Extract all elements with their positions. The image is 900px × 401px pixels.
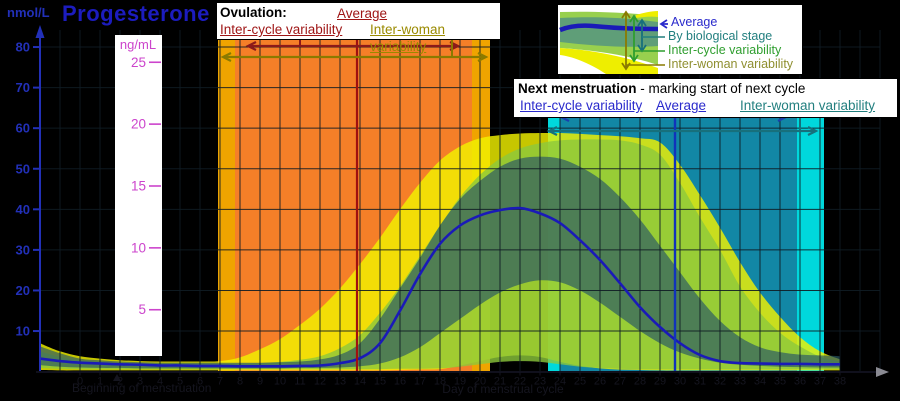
legend-mini-chart — [559, 10, 668, 74]
menstruation-average-label: Average — [656, 98, 707, 113]
x-tick-label: 15 — [374, 376, 386, 388]
legend-inter-cycle-arrow — [629, 14, 639, 63]
x-tick-label: 12 — [314, 376, 326, 388]
ng-axis-unit-label: ng/mL — [120, 37, 156, 52]
x-tick-label: 8 — [237, 376, 243, 388]
legend-average-label: Average — [671, 15, 718, 29]
ng-tick-label: 20 — [131, 117, 146, 132]
y-tick-label: 60 — [16, 121, 30, 136]
x-axis-title: Day of menstrual cycle — [442, 382, 564, 396]
x-tick-label: 26 — [594, 376, 606, 388]
x-tick-label: 4 — [157, 376, 163, 388]
x-tick-label: 13 — [334, 376, 346, 388]
y-tick-label: 20 — [16, 283, 30, 298]
next-menstruation-subtitle: - marking start of next cycle — [636, 81, 806, 96]
x-tick-label: 29 — [654, 376, 666, 388]
x-tick-label: 11 — [294, 376, 305, 388]
x-tick-label: 0 — [77, 376, 83, 388]
menstruation-start-arrow-icon — [113, 374, 121, 381]
legend-stage-label: By biological stage — [668, 29, 773, 43]
x-tick-label: 18 — [434, 376, 446, 388]
legend-inter-cycle-label: Inter-cycle variability — [668, 43, 782, 57]
ng-tick-label: 25 — [131, 55, 146, 70]
x-tick-label: 33 — [734, 376, 746, 388]
y-tick-label: 30 — [16, 242, 30, 257]
menstruation-inter-woman-label: Inter-woman variability — [740, 98, 876, 113]
x-tick-label: 20 — [474, 376, 486, 388]
menstruation-inter-cycle-label: Inter-cycle variability — [520, 98, 643, 113]
y-tick-label: 80 — [16, 40, 30, 55]
next-menstruation-title: Next menstruation — [518, 81, 637, 96]
x-tick-label: 2 — [117, 376, 123, 388]
x-tick-label: 38 — [834, 376, 846, 388]
y-axis-unit-label: nmol/L — [7, 5, 50, 20]
ovulation-annotation-box: Ovulation: Average Inter-cycle variabili… — [216, 2, 501, 54]
x-axis-arrow-icon — [876, 367, 889, 377]
x-tick-label: 23 — [534, 376, 546, 388]
x-tick-label: 30 — [674, 376, 686, 388]
x-tick-label: 21 — [494, 376, 506, 388]
legend-average-arrow-icon — [659, 19, 668, 29]
x-tick-label: 24 — [554, 376, 566, 388]
ovulation-average-label: Average — [337, 6, 388, 21]
x-tick-label: 5 — [177, 376, 183, 388]
y-tick-label: 50 — [16, 161, 30, 176]
y-tick-label: 70 — [16, 80, 30, 95]
legend-average-line — [559, 23, 659, 33]
y-tick-label: 40 — [16, 202, 30, 217]
x-axis-start-label: Beginning of menstruation — [72, 381, 212, 395]
x-tick-label: 9 — [257, 376, 263, 388]
x-tick-label: 22 — [514, 376, 526, 388]
ng-tick-label: 15 — [131, 178, 146, 193]
x-tick-label: 28 — [634, 376, 646, 388]
legend-inter-woman-band — [560, 48, 658, 74]
legend-inter-woman-label: Inter-woman variability — [668, 57, 794, 71]
x-tick-label: 6 — [197, 376, 203, 388]
x-tick-label: 36 — [794, 376, 806, 388]
x-tick-label: 35 — [774, 376, 786, 388]
legend-box: Average By biological stage Inter-cycle … — [557, 4, 803, 75]
x-tick-label: 19 — [454, 376, 466, 388]
x-tick-label: 25 — [574, 376, 586, 388]
x-tick-label: 34 — [754, 376, 766, 388]
x-tick-label: 10 — [274, 376, 286, 388]
x-tick-label: 27 — [614, 376, 626, 388]
x-tick-label: 31 — [694, 376, 706, 388]
x-tick-label: 7 — [217, 376, 223, 388]
x-tick-label: 32 — [714, 376, 726, 388]
ng-tick-label: 10 — [131, 240, 146, 255]
page-title: Progesterone — [62, 1, 210, 26]
x-tick-label: 16 — [394, 376, 406, 388]
x-tick-label: 37 — [814, 376, 826, 388]
y-axis-arrow-icon — [35, 25, 45, 38]
ng-scale-box — [115, 35, 162, 356]
next-menstruation-annotation-box: Next menstruation - marking start of nex… — [513, 78, 898, 118]
x-tick-label: 3 — [137, 376, 143, 388]
x-tick-label: 1 — [97, 376, 103, 388]
ovulation-inter-woman-label: Inter-woman variability — [370, 22, 446, 54]
average-progesterone-curve — [39, 206, 841, 368]
y-tick-label: 10 — [16, 324, 30, 339]
ovulation-inter-cycle-label: Inter-cycle variability — [220, 22, 343, 37]
ng-tick-label: 5 — [138, 302, 146, 317]
ovulation-title: Ovulation: — [220, 5, 287, 20]
x-tick-label: 14 — [354, 376, 366, 388]
x-tick-label: 17 — [414, 376, 426, 388]
